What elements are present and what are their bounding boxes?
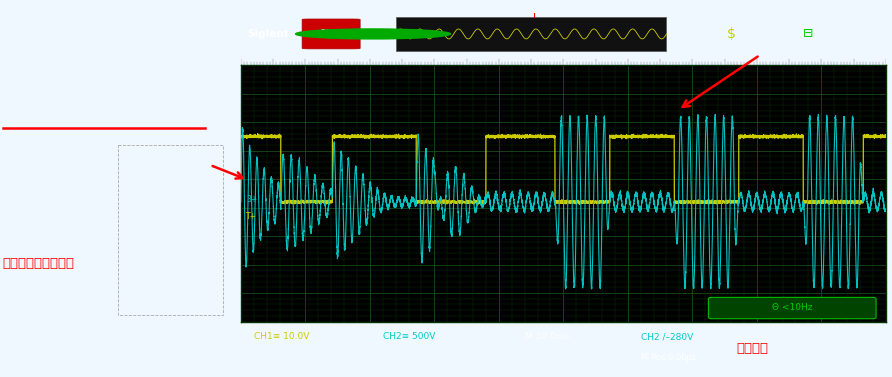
Text: CH1≡ 10.0V: CH1≡ 10.0V <box>253 332 310 341</box>
Text: T+: T+ <box>246 212 257 221</box>
FancyBboxPatch shape <box>708 297 876 319</box>
Text: M Pos:0.00μs: M Pos:0.00μs <box>640 352 696 362</box>
Text: 3+: 3+ <box>246 195 257 204</box>
FancyBboxPatch shape <box>396 17 666 51</box>
Text: ⊟: ⊟ <box>803 28 814 40</box>
Text: CH2 /–280V: CH2 /–280V <box>640 332 693 341</box>
Text: Siglent: Siglent <box>247 29 289 39</box>
Circle shape <box>295 29 450 39</box>
Text: M 50.0ms: M 50.0ms <box>524 332 569 341</box>
Text: $: $ <box>727 27 735 41</box>
Text: Stop: Stop <box>319 29 343 38</box>
Bar <box>118 145 223 315</box>
Text: CH2≡ 500V: CH2≡ 500V <box>383 332 435 341</box>
Text: Θ <10Hz: Θ <10Hz <box>772 303 813 313</box>
FancyBboxPatch shape <box>302 19 360 49</box>
Text: 可控硜两端电压波形: 可控硜两端电压波形 <box>3 257 75 270</box>
Text: 投切信号: 投切信号 <box>736 342 768 355</box>
